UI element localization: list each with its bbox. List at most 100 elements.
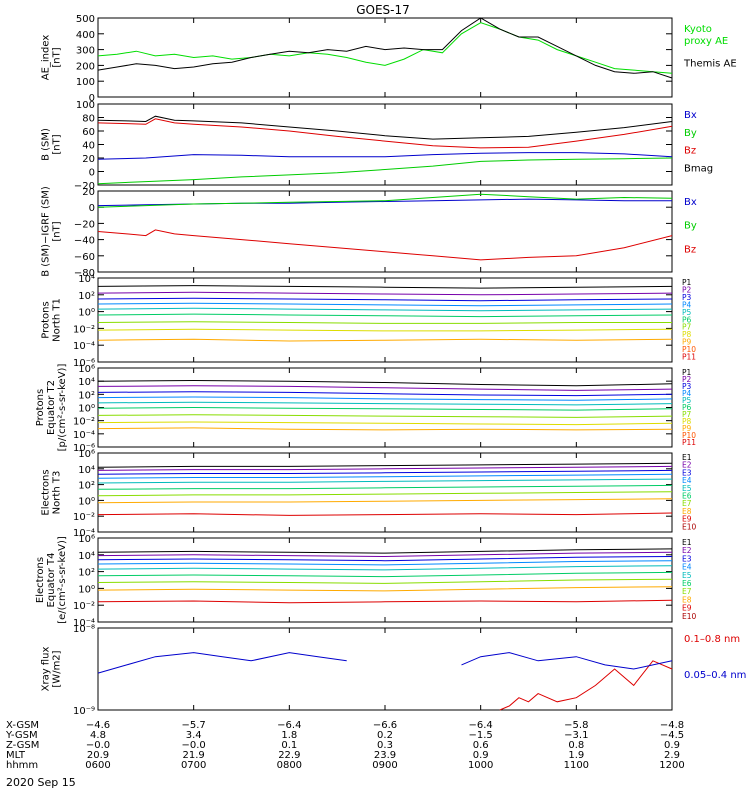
y-axis-label: North T3 [52, 471, 63, 515]
y-tick-label: 10² [78, 291, 95, 302]
series-line-0-05-0-4-nm [97, 652, 673, 674]
series-line-p4 [97, 396, 673, 401]
series-line-bz [97, 118, 673, 149]
panel-7: 10⁻⁴ 10⁻² 10⁰ 10² 10⁴ 10⁶ Electrons Equator T4[… [35, 534, 697, 629]
y-tick-label: 10⁰ [78, 496, 95, 507]
y-tick-label: 500 [76, 14, 95, 25]
ephemeris-row-label: Z-GSM [6, 740, 39, 751]
series-line-bmag [97, 115, 673, 140]
legend-label: P11 [682, 353, 696, 362]
legend-label: Kyoto [684, 24, 712, 35]
figure-title: GOES-17 [356, 3, 410, 17]
ephemeris-row-label: Y-GSM [5, 730, 38, 741]
panel-8: 10⁻⁹ 10⁻⁸ Xray flux [W/m2] 0.1–0.8 nm 0.05–0.… [41, 624, 747, 717]
y-tick-label: 10⁶ [78, 449, 95, 460]
y-tick-label: 10² [78, 568, 95, 579]
series-line-bz [97, 229, 673, 261]
legend-label: By [684, 221, 697, 232]
y-axis-label: [W/m2] [52, 650, 63, 687]
y-tick-label: 10⁰ [78, 584, 95, 595]
legend-label: P8 [682, 417, 692, 426]
series-line-p3 [97, 391, 673, 397]
legend-label: P3 [682, 382, 692, 391]
y-tick-label: 10⁻⁸ [73, 624, 95, 635]
series-line-themis-ae [97, 17, 673, 79]
legend-label: proxy AE [684, 36, 728, 47]
ephemeris-value: 21.9 [183, 750, 205, 761]
legend-label: P9 [682, 424, 692, 433]
series-line-p1 [97, 285, 673, 289]
y-tick-label: 10⁻² [73, 417, 95, 428]
ephemeris-value: 0.1 [281, 740, 297, 751]
legend-label: E9 [682, 515, 692, 524]
y-axis-label: B (SM) [41, 128, 52, 161]
ephemeris-value: −4.6 [86, 720, 110, 731]
series-line-e3 [97, 556, 673, 562]
ephemeris-value: 2.9 [664, 750, 680, 761]
ephemeris-value: 20.9 [87, 750, 109, 761]
series-line-e3 [97, 469, 673, 475]
series-line-by [97, 193, 673, 208]
legend-label: P2 [682, 375, 692, 384]
legend-label: P11 [682, 438, 696, 447]
series-line-p4 [97, 302, 673, 307]
y-tick-label: 10⁴ [78, 377, 95, 388]
ephemeris-value: 0.9 [473, 750, 489, 761]
ephemeris-value: −1.5 [469, 730, 493, 741]
x-axis-ephemeris: X-GSM −4.6 −5.7 −6.4 −6.6 −6.4 −5.8 −4.8 Y-GSM 4.… [5, 720, 685, 771]
y-tick-label: −60 [74, 252, 95, 263]
legend-label: E3 [682, 554, 692, 563]
legend-label: E2 [682, 461, 692, 470]
legend-label: Bz [684, 146, 696, 157]
y-axis-label: Protons [35, 389, 46, 426]
ephemeris-row-label: hhmm [6, 760, 38, 771]
y-axis-label: Protons [41, 301, 52, 338]
panel-frame [97, 190, 673, 273]
y-tick-label: 10⁻⁹ [73, 706, 95, 717]
y-tick-label: 10⁻⁴ [73, 618, 95, 629]
y-tick-label: 0 [89, 168, 95, 179]
ephemeris-value: −5.7 [182, 720, 206, 731]
y-tick-label: 400 [76, 30, 95, 41]
y-tick-label: 10⁻² [73, 601, 95, 612]
ephemeris-value: 3.4 [186, 730, 202, 741]
legend-label: P5 [682, 396, 692, 405]
legend-label: E5 [682, 484, 692, 493]
legend-label: 0.1–0.8 nm [684, 634, 740, 645]
ephemeris-row-label: X-GSM [6, 720, 39, 731]
legend-label: Bx [684, 110, 697, 121]
legend-label: E2 [682, 546, 692, 555]
legend-label: Bx [684, 197, 697, 208]
y-tick-label: 10⁴ [78, 274, 95, 285]
legend-label: P6 [682, 403, 692, 412]
y-axis-label: North T1 [52, 298, 63, 342]
y-tick-label: 40 [82, 141, 95, 152]
y-tick-label: 10⁰ [78, 404, 95, 415]
ephemeris-value: 1.9 [568, 750, 584, 761]
ephemeris-value: 0.9 [664, 740, 680, 751]
legend-label: E3 [682, 468, 692, 477]
series-line-e5 [97, 478, 673, 484]
series-line-kyoto-proxy-ae [97, 22, 673, 74]
ephemeris-value: 0700 [181, 760, 206, 771]
series-line-e9 [97, 512, 673, 516]
legend-label: P7 [682, 410, 692, 419]
series-line-p5 [97, 401, 673, 406]
y-tick-label: 20 [82, 154, 95, 165]
y-tick-label: −20 [74, 219, 95, 230]
y-axis-label: [nT] [52, 134, 63, 154]
y-tick-label: 100 [76, 100, 95, 111]
series-line-e7 [97, 491, 673, 497]
y-tick-label: 60 [82, 127, 95, 138]
y-tick-label: 200 [76, 61, 95, 72]
legend-label: Bmag [684, 163, 713, 174]
legend-label: E5 [682, 571, 692, 580]
legend-label: Themis AE [683, 59, 737, 70]
series-line-e4 [97, 560, 673, 566]
panel-frame [97, 627, 673, 711]
y-tick-label: 10⁻⁴ [73, 341, 95, 352]
panel-3: −80 −60 −40 −20 0 20 B (SM)−IGRF (SM) [nT] Bx By B… [41, 186, 697, 279]
ephemeris-value: 0.3 [377, 740, 393, 751]
y-axis-label: [nT] [52, 47, 63, 67]
